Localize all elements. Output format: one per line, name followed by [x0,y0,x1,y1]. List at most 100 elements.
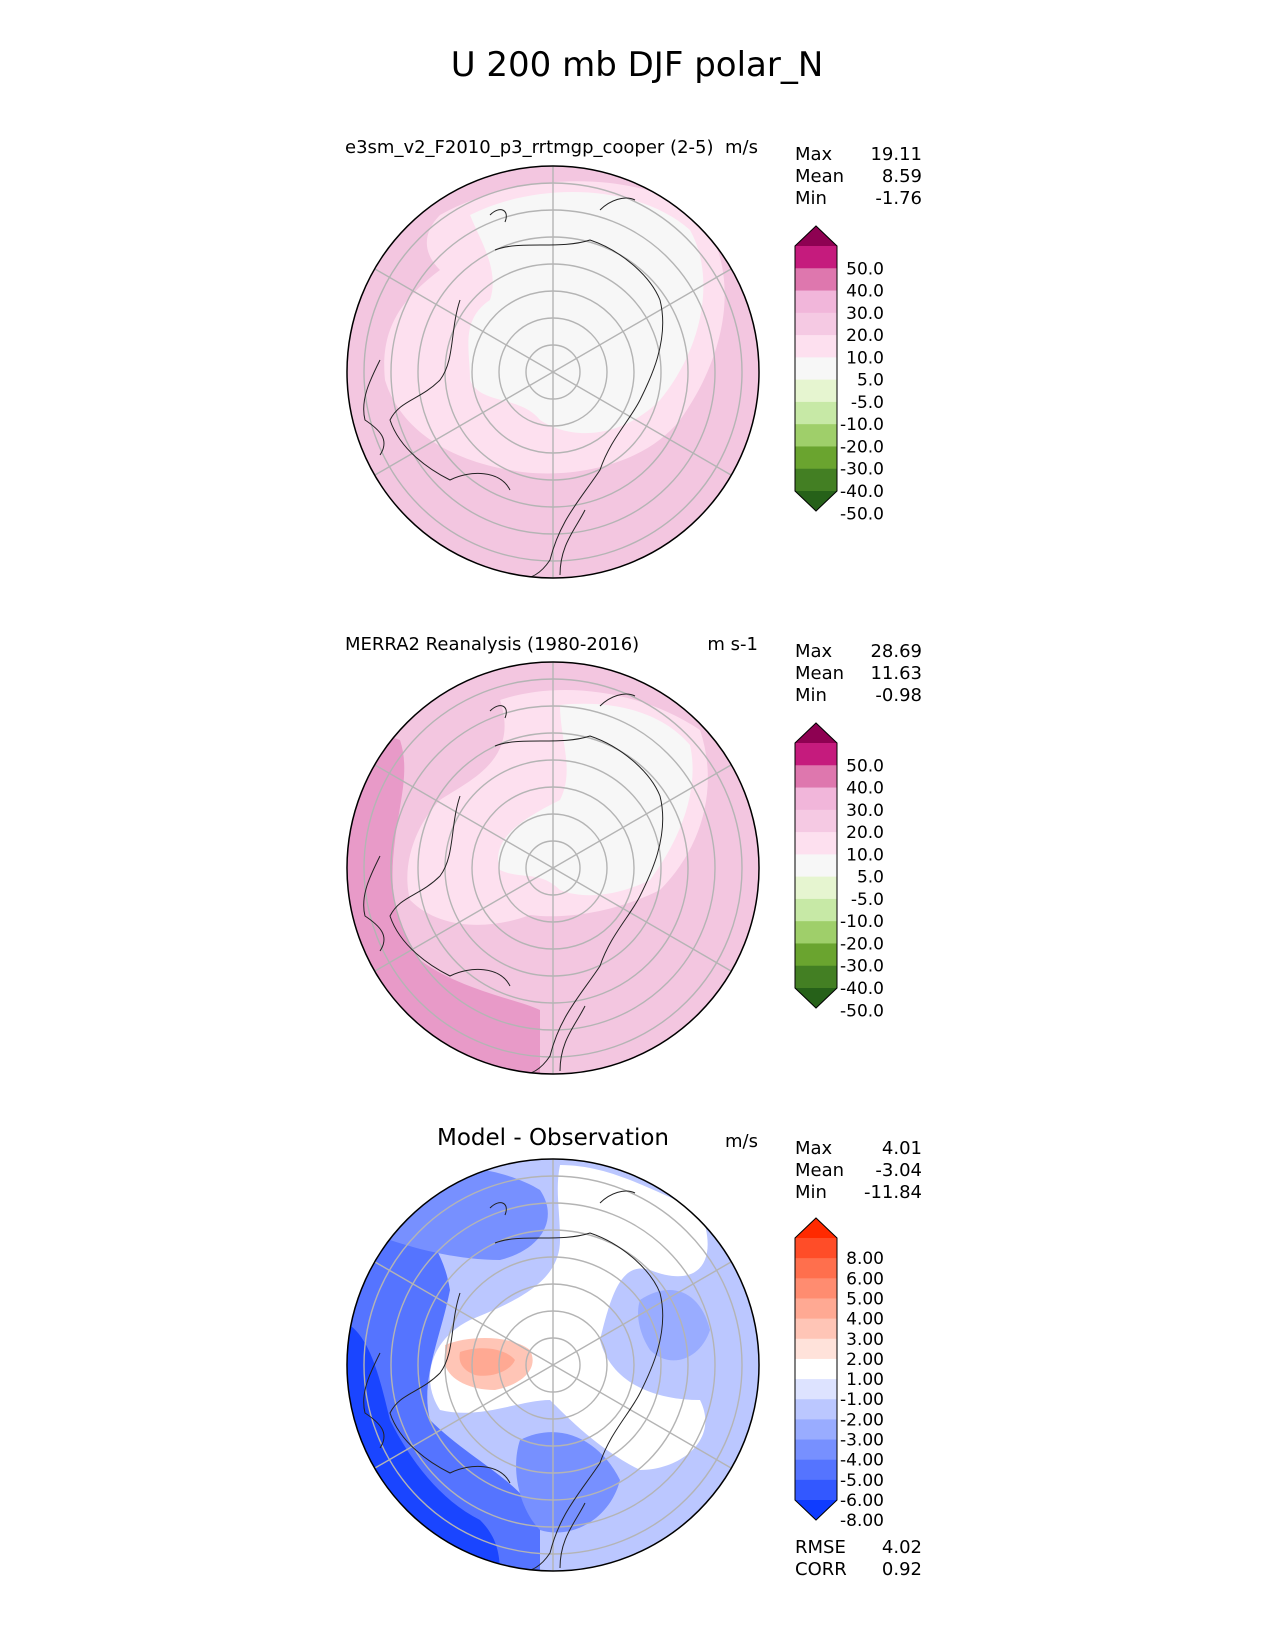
stat-mean-label: Mean [795,663,844,684]
colorbar-swatch [795,1238,837,1259]
colorbar-tick-label: -5.0 [851,890,884,910]
colorbar-tick-label: -6.00 [840,1491,884,1511]
diff-field-positive-core [459,1348,515,1376]
colorbar-tick-label: 10.0 [846,348,884,368]
colorbar-swatch [795,787,837,811]
colorbar-tick-label: -3.00 [840,1431,884,1451]
colorbar-swatch [795,1419,837,1441]
colorbar-tick-label: -30.0 [840,460,884,480]
stat-mean-value: 11.63 [870,663,922,684]
colorbar-tick-label: -20.0 [840,934,884,954]
panel-model: e3sm_v2_F2010_p3_rrtmgp_cooper (2-5) m/s [345,137,922,579]
colorbar-swatch [795,379,837,403]
colorbar-swatch [795,921,837,944]
map-boundary [346,661,760,1075]
graticule [363,1159,743,1571]
colorbar-extend-bottom [795,1500,837,1520]
diff-field-east-blue [638,1290,710,1361]
units-difference: m/s [725,1131,758,1152]
wind-field-core [468,192,704,434]
stat-min-value: -11.84 [864,1182,922,1203]
colorbar-tick-label: 20.0 [846,326,884,346]
rmse-label: RMSE [795,1537,846,1558]
colorbar-swatch [795,246,837,269]
colorbar-extend-top [795,226,837,246]
colorbar-tick-label: 40.0 [846,282,884,302]
colorbar-outline [794,722,838,1009]
map-reanalysis [347,662,759,1074]
colorbar-swatch [795,1379,837,1400]
corr-label: CORR [795,1559,847,1580]
colorbar-swatch [795,1258,837,1279]
colorbar-tick-label: 5.00 [846,1289,884,1309]
colorbar-swatch [795,1338,837,1360]
panel-title-reanalysis: MERRA2 Reanalysis (1980-2016) [345,634,639,655]
colorbar-extend-bottom [795,988,837,1008]
colorbar-swatch [795,1318,837,1340]
colorbar-tick-label: -10.0 [840,912,884,932]
colorbar-swatch [795,1358,837,1380]
wind-field-strong [347,720,540,1074]
panel-reanalysis: MERRA2 Reanalysis (1980-2016) m s-1 [345,634,922,1075]
colorbar-swatch [795,743,837,766]
colorbar-swatch [795,765,837,789]
colorbar-swatch [795,1459,837,1481]
diff-field-south-blue [516,1432,620,1533]
colorbar-outline [794,1217,838,1521]
colorbar-swatch [795,1399,837,1420]
colorbar-swatch [795,809,837,833]
colorbar-tick-label: 5.0 [857,868,884,888]
colorbar-tick-label: 40.0 [846,779,884,799]
colorbar-swatch [795,424,837,447]
colorbar-swatch [795,1298,837,1320]
panel-title-model: e3sm_v2_F2010_p3_rrtmgp_cooper (2-5) [345,137,714,158]
stat-mean-value: 8.59 [882,166,922,187]
colorbar-tick-label: -5.0 [851,393,884,413]
colorbar-swatch [795,290,837,314]
colorbar-swatch [795,401,837,425]
colorbar-model: 50.0 40.030.020.010.0 5.0-5.0-10.0-20.0 -30… [794,225,884,524]
colorbar-reanalysis: 50.0 40.030.020.010.0 5.0-5.0-10.0-20.0 -30… [794,722,884,1021]
colorbar-difference: 8.006.005.004.003.002.001.00-1.00-2.00-3… [794,1217,884,1531]
colorbar-tick-label: 5.0 [857,371,884,391]
colorbar-extend-bottom [795,491,837,511]
colorbar-swatch [795,943,837,967]
units-reanalysis: m s-1 [707,634,758,655]
colorbar-tick-label: 50.0 [846,756,884,776]
map-boundary [346,1158,760,1572]
colorbar-extend-top [795,1218,837,1238]
map-difference [347,1159,759,1571]
colorbar-tick-label: 30.0 [846,801,884,821]
panel-title-difference: Model - Observation [437,1125,669,1151]
colorbar-swatch [795,1278,837,1299]
colorbar-tick-label: -50.0 [840,1001,884,1021]
stat-mean-label: Mean [795,1160,844,1181]
stat-min-value: -1.76 [875,188,922,209]
colorbar-swatch [795,312,837,336]
colorbar-tick-label: 2.00 [846,1350,884,1370]
colorbar-tick-label: 30.0 [846,304,884,324]
colorbar-tick-label: 8.00 [846,1249,884,1269]
graticule [363,166,743,578]
colorbar-swatch [795,965,837,989]
corr-value: 0.92 [882,1559,922,1580]
colorbar-outline [794,225,838,512]
map-model [347,166,759,578]
colorbar-tick-label: -2.00 [840,1410,884,1430]
colorbar-swatch [795,876,837,900]
colorbar-tick-label: -5.00 [840,1471,884,1491]
colorbar-swatch [795,357,837,381]
colorbar-tick-label: -40.0 [840,482,884,502]
stat-max-label: Max [795,1138,833,1159]
colorbar-swatch [795,268,837,292]
colorbar-swatch [795,446,837,470]
stat-max-value: 19.11 [870,144,922,165]
graticule [363,662,743,1074]
colorbar-tick-label: 10.0 [846,845,884,865]
stat-max-value: 28.69 [870,641,922,662]
diff-field-near-zero [430,1165,708,1470]
colorbar-tick-label: 20.0 [846,823,884,843]
colorbar-swatch [795,832,837,855]
units-model: m/s [725,137,758,158]
stat-mean-label: Mean [795,166,844,187]
